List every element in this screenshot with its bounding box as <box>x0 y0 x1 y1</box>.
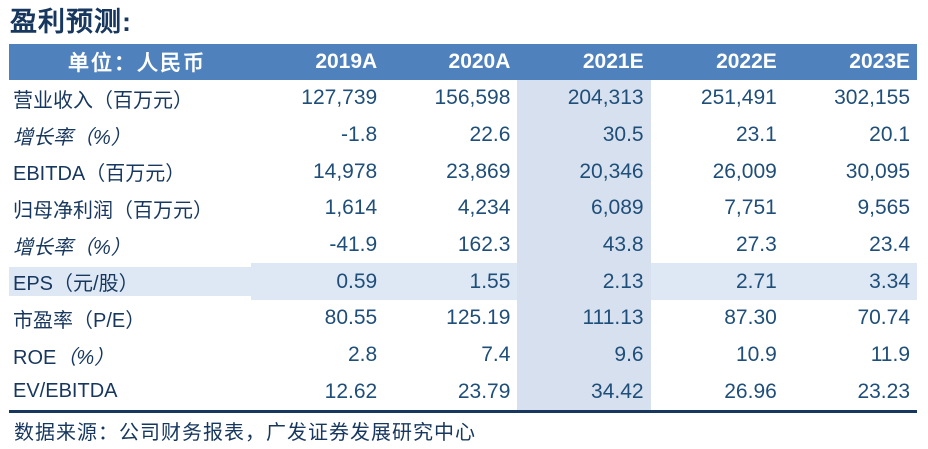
value-cell-2021E: 30.5 <box>517 116 651 154</box>
value-cell-2022E: 251,491 <box>700 86 777 110</box>
row-label: EV/EBITDA <box>13 380 118 403</box>
row-label: 归母净利润（百万元） <box>13 199 213 222</box>
value-cell-2021E: 34.42 <box>517 373 651 411</box>
value-cell-2020A: 7.4 <box>481 343 511 367</box>
value-cell-2022E: 10.9 <box>735 343 777 367</box>
value-cell-2022E: 26.96 <box>724 379 777 403</box>
table-row: 增长率（%） -1.8 22.6 30.5 23.1 20.1 <box>9 116 917 154</box>
value-cell-2023E: 23.23 <box>857 379 911 403</box>
data-source-note: 数据来源：公司财务报表，广发证券发展研究中心 <box>14 422 476 444</box>
row-label: EPS（元/股） <box>9 267 251 297</box>
value-cell-2019A: 80.55 <box>324 306 378 330</box>
value-cell-2021E: 111.13 <box>517 300 651 337</box>
column-header-2020A: 2020A <box>448 50 511 73</box>
value-cell-2021E: 9.6 <box>517 336 651 374</box>
value-cell-2019A: 12.62 <box>324 379 378 403</box>
value-cell-2019A: 1,614 <box>324 196 378 220</box>
table-body: 营业收入（百万元） 127,739 156,598 204,313 251,491 302… <box>9 80 918 411</box>
value-cell-2022E: 27.3 <box>735 233 777 257</box>
value-cell-2023E: 23.4 <box>869 233 911 257</box>
row-label: 增长率（%） <box>13 236 131 259</box>
row-label: EBITDA（百万元） <box>13 163 186 186</box>
table-row: 增长率（%） -41.9 162.3 43.8 27.3 23.4 <box>9 226 917 264</box>
value-cell-2022E: 26,009 <box>712 159 777 183</box>
value-cell-2023E: 30,095 <box>845 159 911 183</box>
value-cell-2020A: 1.55 <box>384 263 518 301</box>
value-cell-2019A: -1.8 <box>341 123 378 146</box>
value-cell-2020A: 22.6 <box>469 123 511 146</box>
value-cell-2020A: 125.19 <box>446 306 511 330</box>
page-title: 盈利预测: <box>10 7 132 37</box>
value-cell-2020A: 23,869 <box>446 159 511 183</box>
row-label: 增长率（%） <box>13 126 131 149</box>
value-cell-2023E: 20.1 <box>869 123 911 146</box>
table-header-row: 单位：人民币 2019A 2020A 2021E 2022E 2023E <box>9 44 917 80</box>
value-cell-2022E: 87.30 <box>724 306 777 330</box>
value-cell-2021E: 204,313 <box>517 80 651 117</box>
value-cell-2020A: 4,234 <box>457 196 511 220</box>
row-label: ROE（%） <box>13 346 115 369</box>
table-row: 归母净利润（百万元） 1,614 4,234 6,089 7,751 9,565 <box>9 190 917 227</box>
value-cell-2019A: 2.8 <box>348 343 378 367</box>
value-cell-2021E: 2.13 <box>517 263 651 301</box>
value-cell-2019A: 0.59 <box>251 263 385 301</box>
header-unit-cell: 单位：人民币 <box>68 52 206 75</box>
value-cell-2023E: 11.9 <box>870 343 911 367</box>
value-cell-2019A: 127,739 <box>301 86 378 110</box>
value-cell-2023E: 70.74 <box>857 306 911 330</box>
table-row: ROE（%） 2.8 7.4 9.6 10.9 11.9 <box>9 336 917 374</box>
column-header-2021E: 2021E <box>582 50 644 73</box>
column-header-2023E: 2023E <box>849 50 911 73</box>
value-cell-2021E: 6,089 <box>517 190 651 227</box>
table-row: EV/EBITDA 12.62 23.79 34.42 26.96 23.23 <box>9 373 917 411</box>
value-cell-2023E: 302,155 <box>834 86 911 110</box>
value-cell-2020A: 23.79 <box>457 379 511 403</box>
column-header-2019A: 2019A <box>315 50 378 73</box>
value-cell-2022E: 2.71 <box>650 263 784 301</box>
value-cell-2019A: 14,978 <box>312 159 378 183</box>
row-label: 市盈率（P/E） <box>13 309 146 332</box>
value-cell-2021E: 43.8 <box>517 226 651 264</box>
value-cell-2021E: 20,346 <box>517 153 651 191</box>
value-cell-2020A: 162.3 <box>457 233 511 257</box>
value-cell-2022E: 7,751 <box>724 196 777 220</box>
value-cell-2023E: 3.34 <box>783 263 918 301</box>
table-row: EPS（元/股） 0.59 1.55 2.13 2.71 3.34 <box>9 263 918 301</box>
table-row: 营业收入（百万元） 127,739 156,598 204,313 251,491 302… <box>9 80 917 117</box>
column-header-2022E: 2022E <box>716 50 777 73</box>
value-cell-2023E: 9,565 <box>857 196 911 220</box>
value-cell-2022E: 23.1 <box>735 123 777 146</box>
profit-forecast-table: 单位：人民币 2019A 2020A 2021E 2022E 2023E 营业收入（百万… <box>9 44 918 413</box>
value-cell-2019A: -41.9 <box>329 233 378 257</box>
table-row: EBITDA（百万元） 14,978 23,869 20,346 26,009 30,09… <box>9 153 917 191</box>
value-cell-2020A: 156,598 <box>434 86 511 110</box>
table-row: 市盈率（P/E） 80.55 125.19 111.13 87.30 70.74 <box>9 300 917 337</box>
row-label: 营业收入（百万元） <box>13 89 193 112</box>
